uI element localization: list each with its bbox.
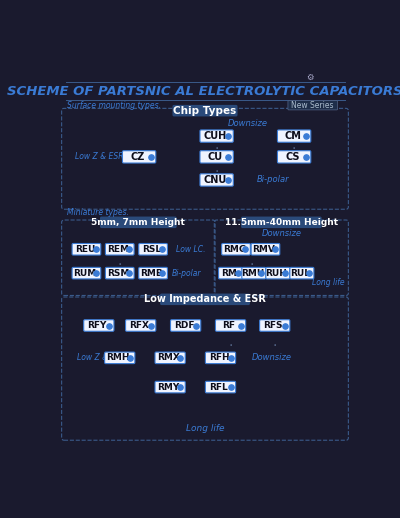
FancyBboxPatch shape [72,267,101,279]
FancyBboxPatch shape [200,151,233,163]
Text: RMG: RMG [223,245,246,254]
Text: .: . [228,335,233,349]
FancyBboxPatch shape [200,174,233,186]
FancyBboxPatch shape [139,243,168,255]
Text: CNU: CNU [204,175,227,185]
Text: RMV: RMV [252,245,275,254]
Text: Low Impedance & ESR: Low Impedance & ESR [144,294,266,304]
Text: Downsize: Downsize [261,228,301,238]
FancyBboxPatch shape [155,352,185,364]
FancyBboxPatch shape [290,267,314,279]
Text: Low Z & ESR: Low Z & ESR [77,353,126,362]
Text: .: . [272,335,277,349]
Text: Chip Types: Chip Types [173,106,237,116]
Text: .: . [214,161,219,175]
Text: RFH: RFH [209,353,229,362]
FancyBboxPatch shape [241,217,322,228]
Text: RSM: RSM [107,269,129,278]
FancyBboxPatch shape [222,243,250,255]
FancyBboxPatch shape [105,352,135,364]
Text: CUH: CUH [204,131,227,141]
Text: RMH: RMH [106,353,130,362]
Text: CM: CM [284,131,301,141]
FancyBboxPatch shape [260,320,290,332]
FancyBboxPatch shape [155,381,185,393]
Text: REU: REU [75,245,95,254]
Text: .: . [214,138,219,152]
Text: RFY: RFY [88,321,107,330]
Text: RMB: RMB [140,269,163,278]
Text: .: . [118,254,122,268]
Text: Bi-polar: Bi-polar [257,176,290,184]
Text: RFX: RFX [129,321,149,330]
Text: RUL: RUL [290,269,310,278]
FancyBboxPatch shape [242,267,266,279]
Text: RSL: RSL [142,245,161,254]
FancyBboxPatch shape [216,320,246,332]
Text: ⚙: ⚙ [306,73,313,82]
Text: 11.5mm-40mm Height: 11.5mm-40mm Height [225,218,338,227]
Text: New Series: New Series [292,101,334,110]
Text: RMX: RMX [157,353,180,362]
FancyBboxPatch shape [106,243,134,255]
FancyBboxPatch shape [100,217,177,228]
FancyBboxPatch shape [218,267,242,279]
Text: Low Z & ESR: Low Z & ESR [75,152,123,162]
Text: .: . [292,138,296,152]
FancyBboxPatch shape [205,381,236,393]
FancyBboxPatch shape [266,267,290,279]
Text: CZ: CZ [130,152,145,162]
FancyBboxPatch shape [160,294,250,305]
Text: SCHEME OF PARTSNIC AL ELECTROLYTIC CAPACITORS: SCHEME OF PARTSNIC AL ELECTROLYTIC CAPAC… [7,85,400,98]
FancyBboxPatch shape [122,151,156,163]
Text: Long life: Long life [312,278,344,287]
FancyBboxPatch shape [278,130,311,142]
Text: RFS: RFS [264,321,283,330]
Text: CU: CU [208,152,223,162]
Text: RFL: RFL [210,383,228,392]
Text: RMU: RMU [241,269,264,278]
FancyBboxPatch shape [170,320,201,332]
Text: Downsize: Downsize [252,353,292,362]
Text: REM: REM [107,245,129,254]
Text: RDF: RDF [174,321,194,330]
FancyBboxPatch shape [126,320,156,332]
Text: Bi-polar: Bi-polar [172,269,201,278]
FancyBboxPatch shape [139,267,168,279]
Text: Low LC.: Low LC. [176,245,206,254]
Text: 5mm, 7mm Height: 5mm, 7mm Height [92,218,185,227]
Text: RUM: RUM [73,269,96,278]
FancyBboxPatch shape [106,267,134,279]
FancyBboxPatch shape [172,105,238,117]
Text: RM: RM [221,269,237,278]
Text: .: . [249,254,254,268]
FancyBboxPatch shape [288,100,338,110]
Text: Long life: Long life [186,424,224,433]
Text: CS: CS [285,152,300,162]
Text: RUH: RUH [265,269,287,278]
FancyBboxPatch shape [205,352,236,364]
Text: Downsize: Downsize [228,119,268,128]
FancyBboxPatch shape [251,243,280,255]
Text: RF: RF [222,321,236,330]
FancyBboxPatch shape [84,320,114,332]
FancyBboxPatch shape [278,151,311,163]
FancyBboxPatch shape [72,243,101,255]
FancyBboxPatch shape [200,130,233,142]
Text: Surface mounting types.: Surface mounting types. [67,101,161,110]
Text: RMY: RMY [158,383,180,392]
Text: Miniature types.: Miniature types. [67,208,129,217]
